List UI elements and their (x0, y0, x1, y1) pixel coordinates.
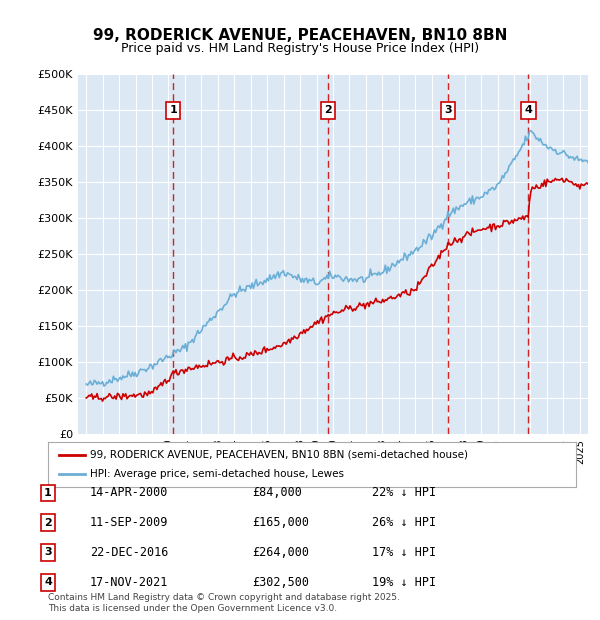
Text: 99, RODERICK AVENUE, PEACEHAVEN, BN10 8BN: 99, RODERICK AVENUE, PEACEHAVEN, BN10 8B… (93, 28, 507, 43)
Text: 22% ↓ HPI: 22% ↓ HPI (372, 487, 436, 499)
Text: 2: 2 (44, 518, 52, 528)
Text: 2: 2 (325, 105, 332, 115)
Text: £264,000: £264,000 (252, 546, 309, 559)
Text: 17-NOV-2021: 17-NOV-2021 (90, 576, 169, 588)
Text: £84,000: £84,000 (252, 487, 302, 499)
Text: £165,000: £165,000 (252, 516, 309, 529)
Text: 99, RODERICK AVENUE, PEACEHAVEN, BN10 8BN (semi-detached house): 99, RODERICK AVENUE, PEACEHAVEN, BN10 8B… (90, 450, 468, 459)
Text: HPI: Average price, semi-detached house, Lewes: HPI: Average price, semi-detached house,… (90, 469, 344, 479)
Text: Price paid vs. HM Land Registry's House Price Index (HPI): Price paid vs. HM Land Registry's House … (121, 42, 479, 55)
Text: Contains HM Land Registry data © Crown copyright and database right 2025.
This d: Contains HM Land Registry data © Crown c… (48, 593, 400, 613)
Text: 1: 1 (169, 105, 177, 115)
Text: 26% ↓ HPI: 26% ↓ HPI (372, 516, 436, 529)
Text: £302,500: £302,500 (252, 576, 309, 588)
Text: 14-APR-2000: 14-APR-2000 (90, 487, 169, 499)
Text: 4: 4 (44, 577, 52, 587)
Text: 22-DEC-2016: 22-DEC-2016 (90, 546, 169, 559)
Text: 4: 4 (524, 105, 532, 115)
Text: 17% ↓ HPI: 17% ↓ HPI (372, 546, 436, 559)
Text: 11-SEP-2009: 11-SEP-2009 (90, 516, 169, 529)
Text: 1: 1 (44, 488, 52, 498)
Text: 19% ↓ HPI: 19% ↓ HPI (372, 576, 436, 588)
Text: 3: 3 (444, 105, 452, 115)
Text: 3: 3 (44, 547, 52, 557)
